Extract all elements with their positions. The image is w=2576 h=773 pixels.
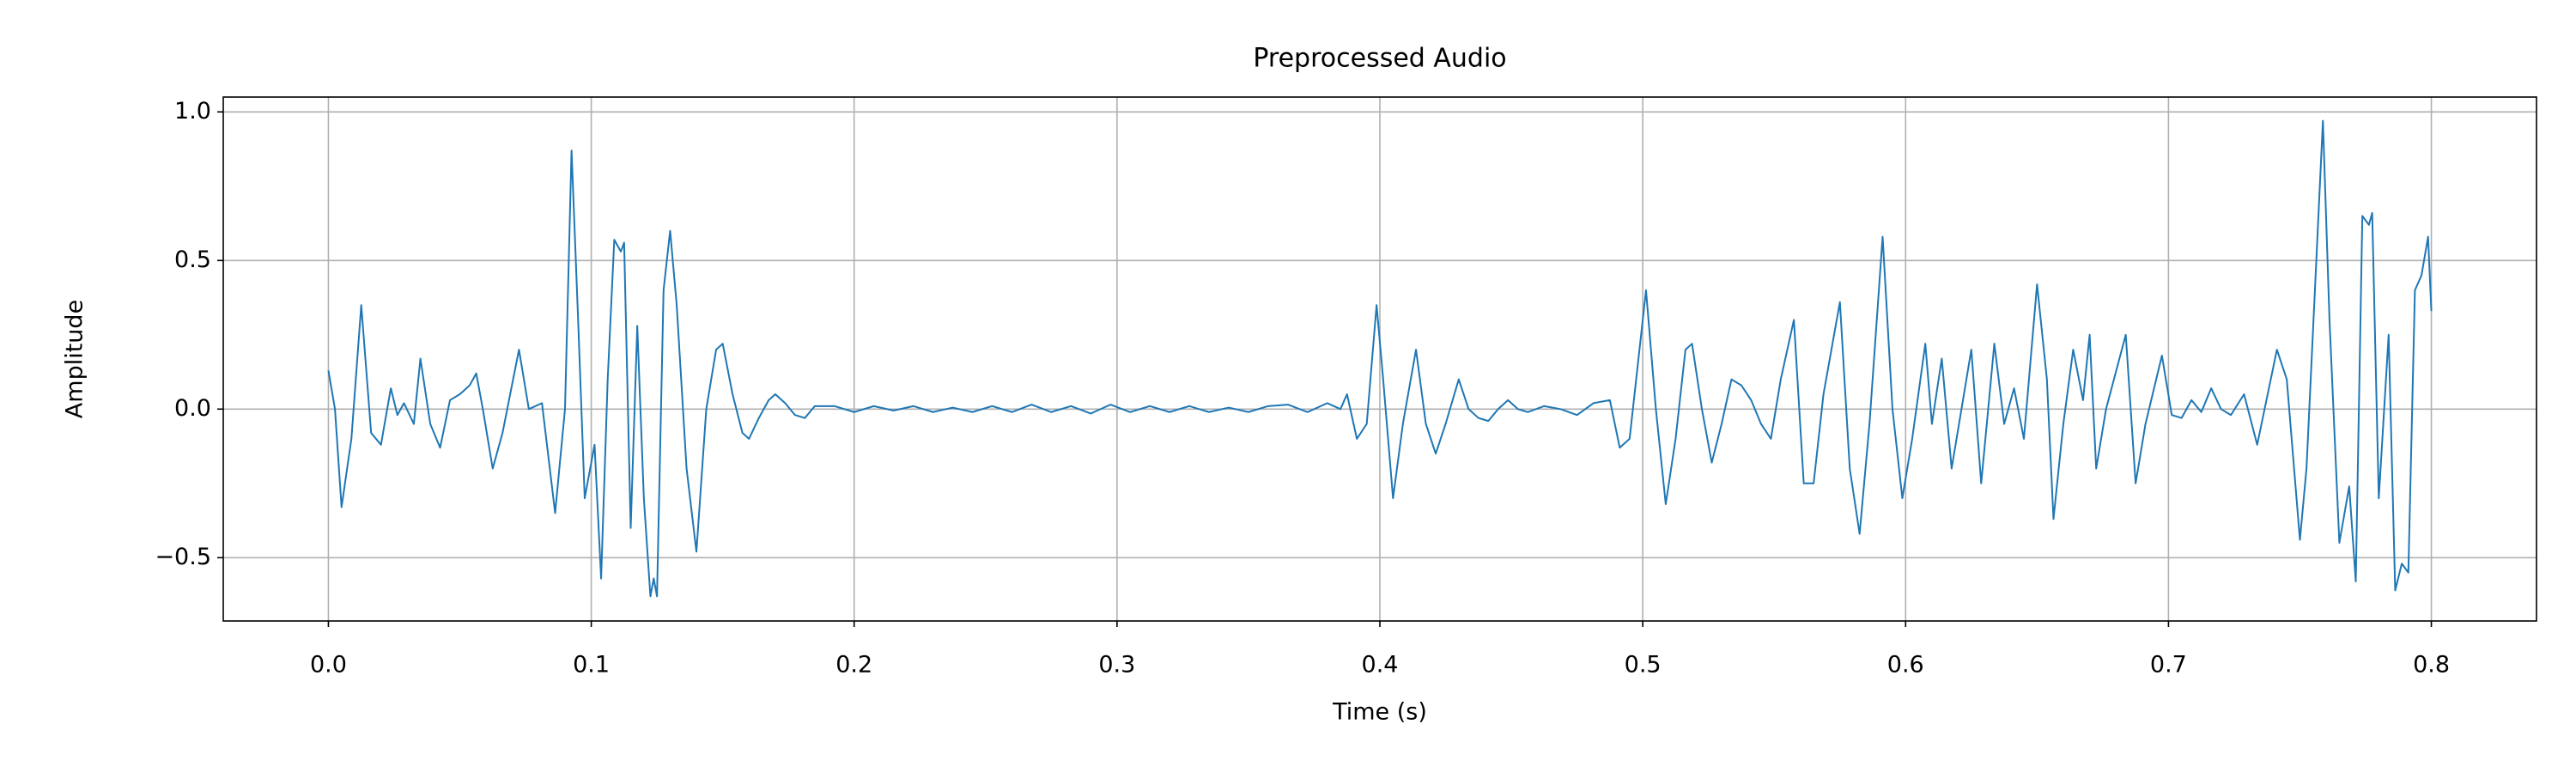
y-tick-label: 0.5 <box>174 247 211 273</box>
y-tick-label: 1.0 <box>174 98 211 125</box>
x-tick-label: 0.4 <box>1362 652 1399 679</box>
y-axis-label: Amplitude <box>62 300 88 418</box>
x-tick-label: 0.5 <box>1625 652 1662 679</box>
y-tick-label: −0.5 <box>155 544 211 570</box>
chart-title: Preprocessed Audio <box>1253 44 1506 74</box>
x-tick-label: 0.2 <box>835 652 872 679</box>
x-tick-label: 0.7 <box>2150 652 2187 679</box>
waveform-line <box>327 119 2433 598</box>
x-tick-label: 0.6 <box>1887 652 1924 679</box>
x-tick-label: 0.8 <box>2413 652 2450 679</box>
x-tick-label: 0.1 <box>573 652 610 679</box>
x-tick-label: 0.0 <box>310 652 347 679</box>
x-tick-label: 0.3 <box>1098 652 1135 679</box>
x-axis-label: Time (s) <box>1332 699 1427 726</box>
y-tick-label: 0.0 <box>174 395 211 422</box>
plot-frame <box>222 96 2537 622</box>
